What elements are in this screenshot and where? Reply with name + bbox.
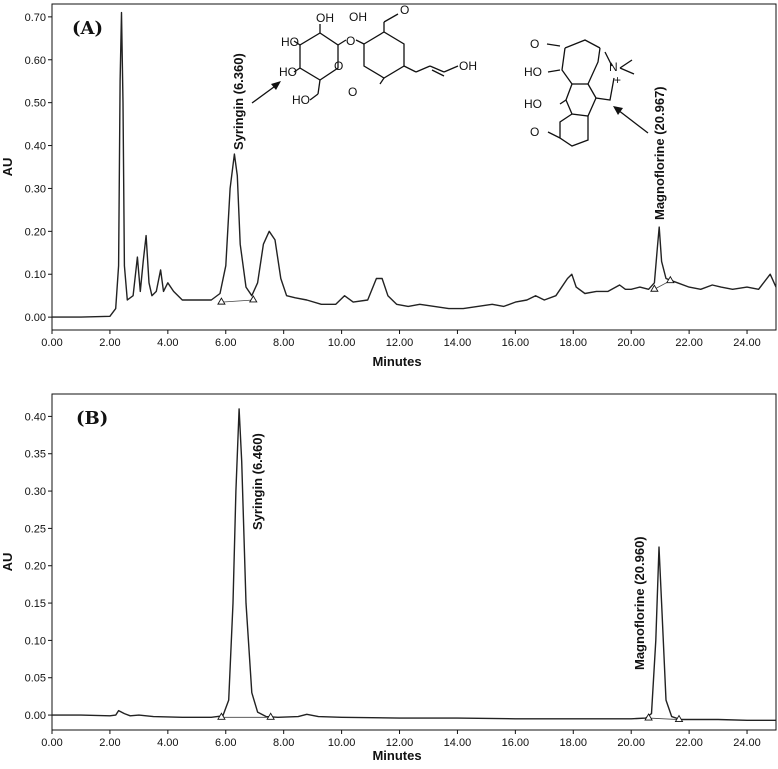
panel-b: (B) Minutes AU 0.00 2.00 4.00 6.00 8.00 10.00… xyxy=(0,393,777,763)
panel-a-x-tick-label: 22.00 xyxy=(675,337,703,349)
panel-b-x-tick-label: 8.00 xyxy=(273,737,294,749)
panel-b-x-tick-label: 22.00 xyxy=(675,737,703,749)
panel-b-x-tick-label: 12.00 xyxy=(386,737,414,749)
panel-a-x-tick-label: 0.00 xyxy=(41,337,62,349)
panel-a-x-tick-label: 24.00 xyxy=(733,337,761,349)
panel-b-peak-boundary-marker xyxy=(217,712,226,720)
panel-b-xlabel: Minutes xyxy=(372,748,421,763)
panel-a-chromatogram-trace xyxy=(52,11,777,318)
panel-a-y-tick-label: 0.40 xyxy=(25,141,46,153)
panel-a-peak-boundary-marker xyxy=(248,295,258,303)
panel-a-ylabel: AU xyxy=(0,158,15,177)
panel-b-peak-boundary-marker xyxy=(266,712,275,720)
panel-a-x-tick-label: 10.00 xyxy=(328,337,356,349)
panel-a-xlabel: Minutes xyxy=(372,354,421,369)
panel-b-x-tick-label: 18.00 xyxy=(560,737,588,749)
panel-b-x-tick-label: 20.00 xyxy=(617,737,645,749)
panel-a-x-tick-label: 8.00 xyxy=(273,337,294,349)
panel-a-y-tick-label: 0.00 xyxy=(25,312,46,324)
panel-b-y-tick-label: 0.10 xyxy=(25,635,46,647)
syringin-atom-label: OH xyxy=(316,11,334,25)
syringin-atom-label: HO xyxy=(279,65,297,79)
magnoflorine-atom-label: + xyxy=(614,73,621,87)
panel-b-integration-baseline xyxy=(648,717,680,720)
panel-a-ticks: 0.00 2.00 4.00 6.00 8.00 10.00 12.00 14.00 16.00… xyxy=(25,12,761,349)
magnoflorine-atom-labels: O HO N + HO O xyxy=(524,37,621,139)
magnoflorine-structure xyxy=(546,39,635,147)
panel-a-y-tick-label: 0.10 xyxy=(25,269,46,281)
panel-b-peak-boundary-marker xyxy=(644,713,653,721)
panel-b-x-tick-label: 10.00 xyxy=(328,737,356,749)
syringin-atom-label: HO xyxy=(281,35,299,49)
magnoflorine-atom-label: N xyxy=(609,60,618,74)
panel-b-x-tick-label: 16.00 xyxy=(502,737,530,749)
syringin-atom-label: O xyxy=(400,3,409,17)
panel-a-x-tick-label: 4.00 xyxy=(157,337,178,349)
panel-b-ylabel: AU xyxy=(0,553,15,572)
peak-label-magnoflorine-a: Magnoflorine (20.967) xyxy=(652,86,667,220)
panel-a-x-tick-label: 20.00 xyxy=(617,337,645,349)
peak-label-syringin-a: Syringin (6.360) xyxy=(231,53,246,150)
magnoflorine-atom-label: HO xyxy=(524,97,542,111)
panel-a-peak-boundary-marker xyxy=(217,297,226,305)
syringin-atom-label: OH xyxy=(349,10,367,24)
panel-a-peak-boundary-marker xyxy=(650,284,659,292)
arrow-to-magnoflorine-structure xyxy=(613,106,649,134)
panel-a-y-tick-label: 0.50 xyxy=(25,98,46,110)
panel-a-label: (A) xyxy=(72,18,103,39)
panel-b-x-tick-label: 0.00 xyxy=(41,737,62,749)
panel-a-y-tick-label: 0.30 xyxy=(25,183,46,195)
panel-b-x-tick-label: 4.00 xyxy=(157,737,178,749)
magnoflorine-atom-label: O xyxy=(530,37,539,51)
panel-a-x-tick-label: 2.00 xyxy=(99,337,120,349)
syringin-structure xyxy=(293,13,459,101)
panel-a-x-tick-label: 12.00 xyxy=(386,337,414,349)
panel-b-x-tick-label: 14.00 xyxy=(444,737,472,749)
panel-a-trace-group xyxy=(52,11,777,318)
syringin-atom-label: O xyxy=(348,85,357,99)
panel-b-ticks: 0.00 2.00 4.00 6.00 8.00 10.00 12.00 14.00 16.00… xyxy=(25,411,761,749)
panel-b-trace-group xyxy=(52,408,776,722)
panel-b-y-tick-label: 0.40 xyxy=(25,411,46,423)
panel-a-integration-baseline xyxy=(221,299,254,303)
panel-a-y-tick-label: 0.20 xyxy=(25,226,46,238)
panel-a-peak-boundary-marker xyxy=(666,275,675,284)
panel-a-y-tick-label: 0.70 xyxy=(25,12,46,24)
panel-b-y-tick-label: 0.20 xyxy=(25,561,46,573)
syringin-atom-label: OH xyxy=(459,59,477,73)
panel-b-y-tick-label: 0.30 xyxy=(25,486,46,498)
panel-b-y-tick-label: 0.35 xyxy=(25,449,46,461)
panel-a-x-tick-label: 6.00 xyxy=(215,337,236,349)
peak-label-syringin-b: Syringin (6.460) xyxy=(250,433,265,530)
syringin-atom-label: O xyxy=(334,59,343,73)
syringin-atom-label: O xyxy=(346,34,355,48)
syringin-atom-labels: OH HO OH O O HO O HO O OH xyxy=(279,3,477,107)
panel-b-x-tick-label: 2.00 xyxy=(99,737,120,749)
panel-b-y-tick-label: 0.05 xyxy=(25,673,46,685)
panel-b-label: (B) xyxy=(76,408,108,429)
panel-b-x-tick-label: 24.00 xyxy=(733,737,761,749)
peak-label-magnoflorine-b: Magnoflorine (20.960) xyxy=(632,536,647,670)
panel-b-chromatogram-trace xyxy=(52,408,776,721)
panel-a-x-tick-label: 18.00 xyxy=(560,337,588,349)
panel-b-x-tick-label: 6.00 xyxy=(215,737,236,749)
panel-b-peak-boundary-marker xyxy=(674,714,684,722)
panel-a-plot-frame xyxy=(51,3,777,331)
magnoflorine-atom-label: HO xyxy=(524,65,542,79)
panel-b-y-tick-label: 0.00 xyxy=(25,710,46,722)
panel-b-y-tick-label: 0.25 xyxy=(25,523,46,535)
magnoflorine-atom-label: O xyxy=(530,125,539,139)
panel-a: (A) Minutes AU 0.00 2.00 4.00 6.00 8.00 10.00… xyxy=(0,3,777,369)
panel-a-x-tick-label: 16.00 xyxy=(502,337,530,349)
panel-b-y-tick-label: 0.15 xyxy=(25,598,46,610)
panel-a-x-tick-label: 14.00 xyxy=(444,337,472,349)
panel-a-y-tick-label: 0.60 xyxy=(25,55,46,67)
panel-b-plot-frame xyxy=(51,393,777,731)
syringin-atom-label: HO xyxy=(292,93,310,107)
arrow-to-syringin-structure xyxy=(251,81,281,104)
